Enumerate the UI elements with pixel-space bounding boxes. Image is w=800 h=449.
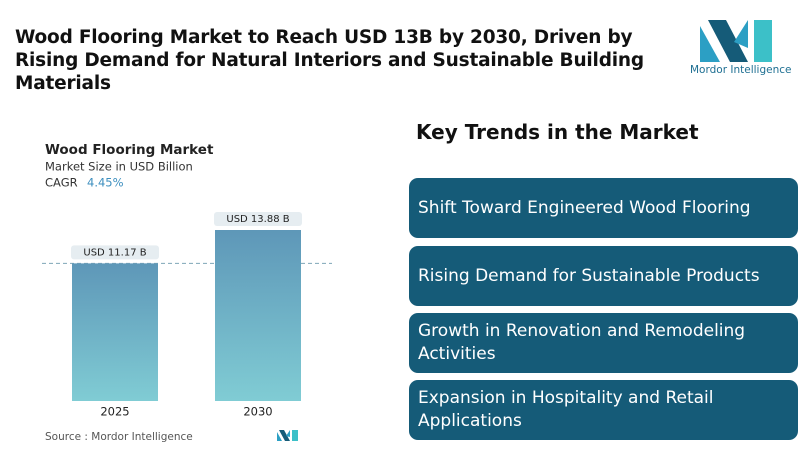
logo-mark [700, 20, 772, 62]
trend-item: Rising Demand for Sustainable Products [409, 246, 798, 306]
small-logo [277, 430, 298, 441]
chart-subtitle: Market Size in USD Billion [45, 160, 193, 174]
trend-item: Shift Toward Engineered Wood Flooring [409, 178, 798, 238]
chart-title: Wood Flooring Market [45, 142, 214, 158]
bar [215, 230, 301, 401]
value-label: USD 11.17 B [83, 247, 146, 258]
x-tick-label: 2025 [100, 405, 129, 419]
page-title: Wood Flooring Market to Reach USD 13B by… [15, 27, 644, 94]
cagr-label: CAGR [45, 176, 78, 190]
cagr-value: 4.45% [87, 176, 124, 190]
logo-text: Mordor Intelligence [690, 64, 792, 76]
trends-title: Key Trends in the Market [416, 120, 699, 144]
trend-item: Expansion in Hospitality and Retail Appl… [409, 380, 798, 440]
source: Source : Mordor Intelligence [45, 431, 193, 443]
value-label: USD 13.88 B [226, 214, 289, 225]
chart: Wood Flooring Market Market Size in USD … [42, 142, 332, 443]
value-label-box [214, 212, 302, 226]
value-label-box [71, 245, 159, 260]
trend-item: Growth in Renovation and Remodeling Acti… [409, 313, 798, 373]
bar [72, 263, 158, 401]
x-tick-label: 2030 [243, 405, 272, 419]
